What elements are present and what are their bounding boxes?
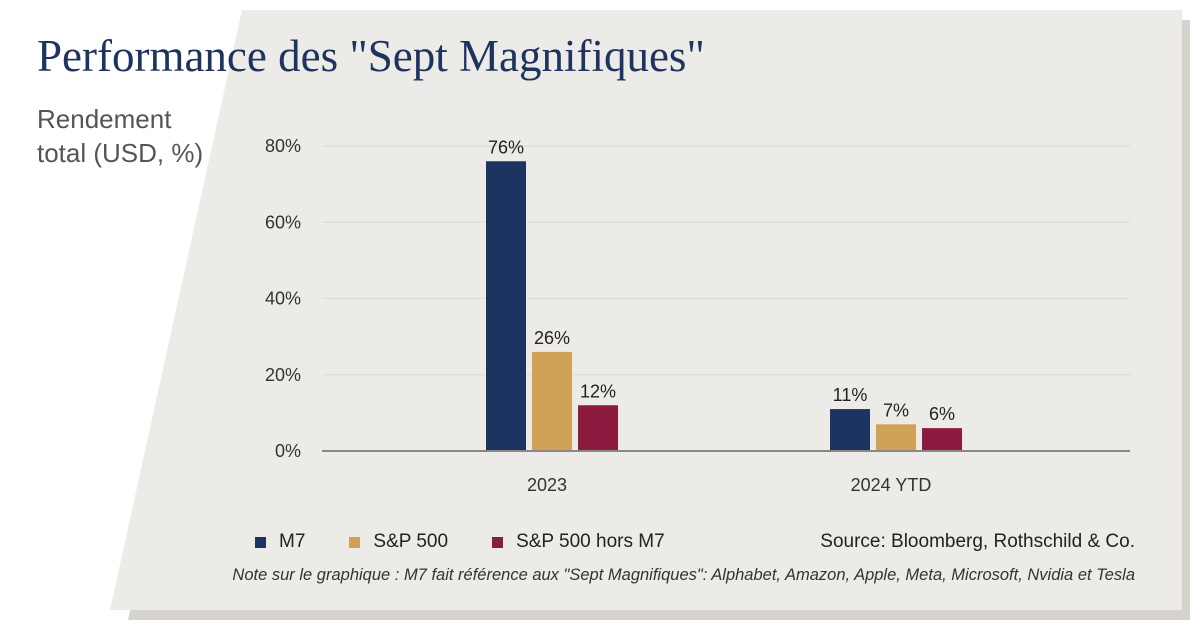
data-label: 26% <box>534 328 570 348</box>
legend-label-m7: M7 <box>279 531 306 552</box>
y-tick-label: 80% <box>265 136 301 156</box>
x-tick-label: 2023 <box>527 475 567 495</box>
legend-label-sp500-ex-m7: S&P 500 hors M7 <box>516 531 665 552</box>
legend-item-sp500: S&P 500 <box>349 531 448 553</box>
x-tick-label: 2024 YTD <box>851 475 932 495</box>
legend: M7 S&P 500 S&P 500 hors M7 <box>255 531 709 553</box>
legend-swatch-sp500-ex-m7 <box>492 536 504 548</box>
bar <box>486 161 526 451</box>
legend-item-m7: M7 <box>255 531 305 553</box>
source-note: Source: Bloomberg, Rothschild & Co. <box>820 531 1135 552</box>
gridlines <box>322 145 1130 376</box>
legend-swatch-m7 <box>255 536 266 548</box>
y-tick-label: 40% <box>265 289 301 309</box>
y-tick-label: 20% <box>265 365 301 385</box>
chart-title: Performance des "Sept Magnifiques" <box>37 31 705 81</box>
y-tick-label: 60% <box>265 212 301 232</box>
bar <box>876 424 916 451</box>
bar <box>578 405 618 451</box>
legend-label-sp500: S&P 500 <box>373 531 449 552</box>
data-label: 12% <box>580 381 616 401</box>
bar <box>532 351 572 451</box>
data-label: 6% <box>929 404 955 424</box>
chart-subtitle: Rendement total (USD, %) <box>37 104 204 168</box>
y-tick-label: 0% <box>275 441 301 461</box>
bars: 76% 26% 12% 11% 7% 6% <box>486 137 962 451</box>
data-label: 7% <box>883 400 909 420</box>
chart-footnote: Note sur le graphique : M7 fait référenc… <box>232 566 1135 584</box>
panel <box>110 10 1182 610</box>
legend-item-sp500-ex-m7: S&P 500 hors M7 <box>492 531 665 553</box>
bar <box>830 409 870 451</box>
data-label: 76% <box>488 137 524 157</box>
legend-swatch-sp500 <box>349 536 361 548</box>
bar <box>922 428 962 451</box>
x-axis-ticks: 2023 2024 YTD <box>527 475 931 495</box>
data-label: 11% <box>833 385 868 405</box>
y-axis-ticks: 0% 20% 40% 60% 80% <box>265 136 301 461</box>
